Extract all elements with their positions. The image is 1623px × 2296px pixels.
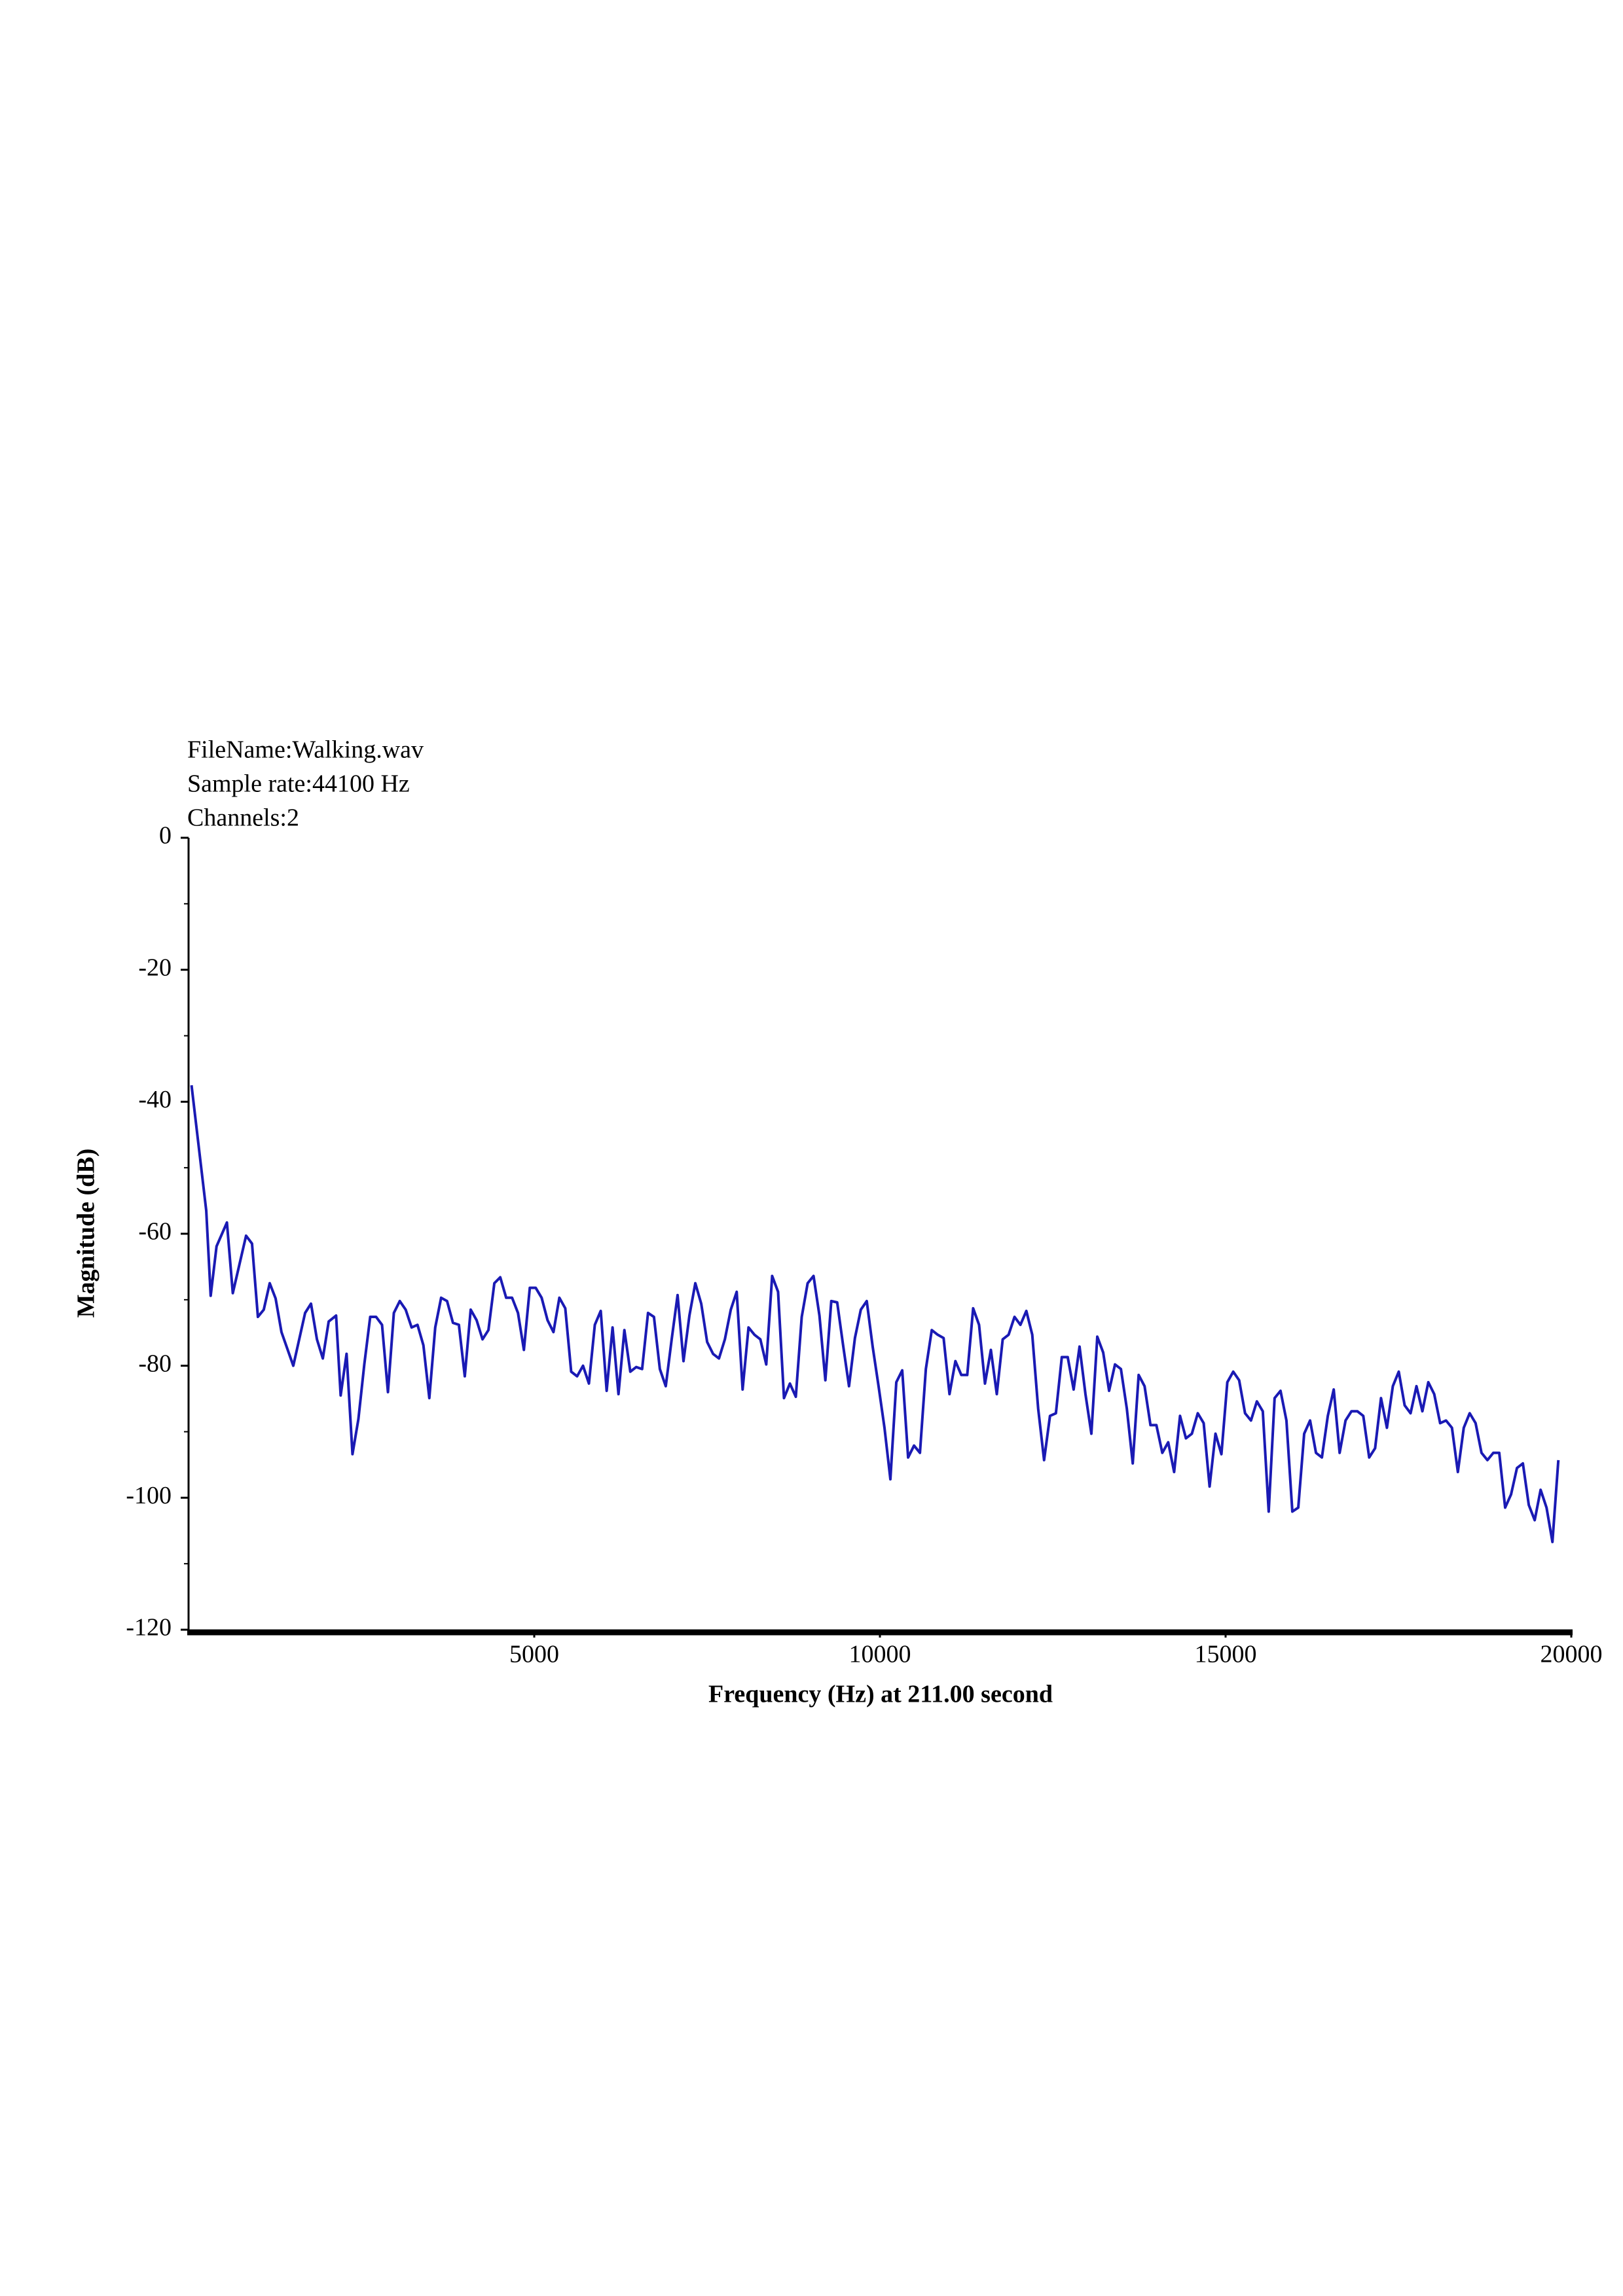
y-tick-label: 0 bbox=[159, 822, 172, 850]
annotation: FileName:Walking.wav bbox=[187, 736, 424, 764]
x-axis-label: Frequency (Hz) at 211.00 second bbox=[708, 1681, 1053, 1708]
x-tick-label: 10000 bbox=[849, 1641, 911, 1668]
y-tick-label: -20 bbox=[138, 954, 172, 981]
y-tick-label: -100 bbox=[126, 1482, 172, 1509]
x-tick-label: 20000 bbox=[1541, 1641, 1603, 1668]
y-tick-label: -60 bbox=[138, 1218, 172, 1246]
y-tick-label: -40 bbox=[138, 1086, 172, 1113]
y-tick-label: -80 bbox=[138, 1350, 172, 1377]
annotation: Channels:2 bbox=[187, 804, 299, 832]
y-tick-label: -120 bbox=[126, 1614, 172, 1641]
y-axis-label: Magnitude (dB) bbox=[73, 1149, 100, 1318]
annotation: Sample rate:44100 Hz bbox=[187, 770, 410, 798]
x-tick-label: 15000 bbox=[1195, 1641, 1257, 1668]
spectrum-line bbox=[190, 1085, 1560, 1543]
x-tick-label: 5000 bbox=[509, 1641, 559, 1668]
